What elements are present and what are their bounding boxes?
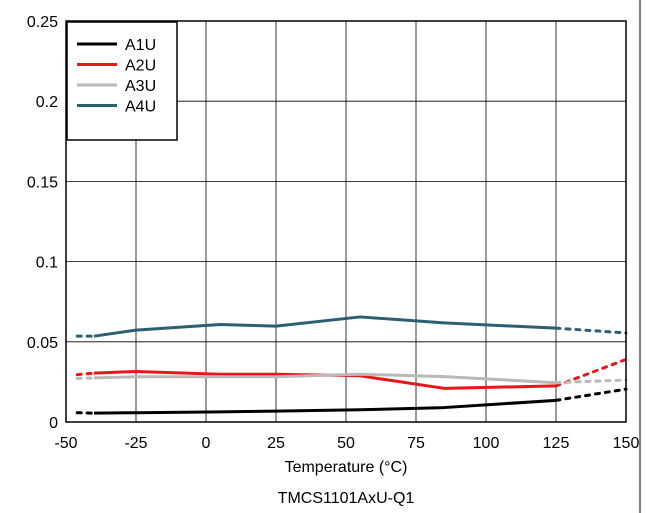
series-line-A1U — [93, 398, 557, 415]
x-tick-label: -50 — [54, 435, 77, 452]
x-axis-title: Temperature (°C) — [285, 459, 408, 476]
series-line-A4U — [93, 315, 557, 338]
x-tick-label: 75 — [407, 435, 425, 452]
y-tick-label: 0 — [49, 415, 58, 432]
y-tick-label: 0.05 — [27, 335, 58, 352]
series-line-A2U — [93, 369, 557, 390]
series-group — [75, 315, 628, 415]
y-tick-label: 0.2 — [36, 94, 58, 111]
legend-box — [66, 21, 178, 141]
legend: A1U A2U A3U A4U — [66, 21, 178, 141]
x-tick-label: 50 — [337, 435, 355, 452]
x-tick-label: 100 — [473, 435, 500, 452]
legend-label-A1U: A1U — [125, 37, 156, 54]
y-tick-label: 0.1 — [36, 255, 58, 272]
tick-labels: -50 -25 0 25 50 75 100 125 150 0 0.05 0.1 0.15 0.2 0.2… — [27, 14, 640, 452]
x-tick-label: 0 — [202, 435, 211, 452]
legend-label-A4U: A4U — [125, 99, 156, 116]
grid — [65, 20, 627, 423]
x-tick-label: 150 — [613, 435, 640, 452]
x-tick-label: 125 — [543, 435, 570, 452]
legend-label-A3U: A3U — [125, 78, 156, 95]
x-tick-label: -25 — [124, 435, 147, 452]
series-extrapolation-high-A4U — [554, 326, 628, 335]
y-tick-label: 0.15 — [27, 174, 58, 191]
series-extrapolation-high-A3U — [554, 378, 628, 385]
x-tick-label: 25 — [267, 435, 285, 452]
series-extrapolation-high-A1U — [554, 387, 628, 402]
chart-caption: TMCS1101AxU-Q1 — [278, 490, 415, 507]
legend-label-A2U: A2U — [125, 58, 156, 75]
series-extrapolation-low-A2U — [75, 371, 96, 377]
series-line-A3U — [93, 372, 557, 385]
plot-frame — [65, 20, 627, 423]
y-tick-label: 0.25 — [27, 14, 58, 31]
